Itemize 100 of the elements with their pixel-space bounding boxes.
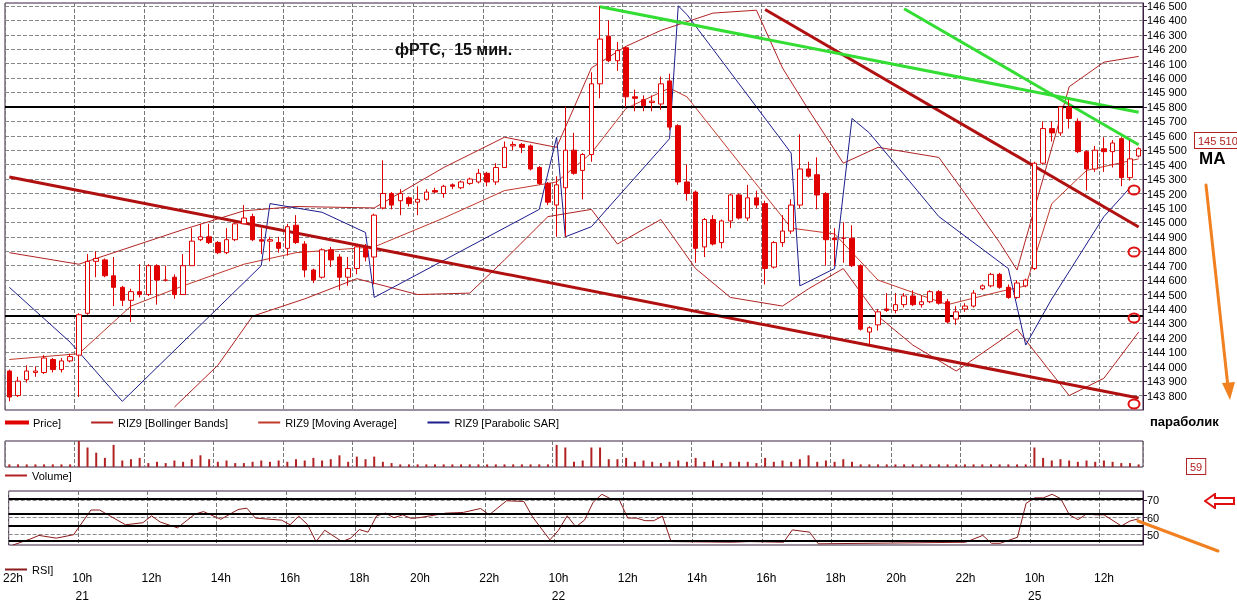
bar — [51, 464, 54, 467]
bar — [981, 464, 984, 467]
candlestick — [667, 73, 672, 131]
bar — [1137, 464, 1140, 467]
bar — [1094, 461, 1097, 467]
candlestick — [484, 171, 490, 187]
bar — [234, 463, 237, 467]
bar — [946, 464, 949, 467]
bar — [373, 456, 376, 467]
bar — [156, 461, 159, 467]
legend-label: RIZ9 [Parabolic SAR] — [454, 416, 560, 429]
y-tick-label: 146 500 — [1147, 0, 1187, 12]
bar — [599, 447, 602, 467]
y-tick-label: 146 000 — [1147, 72, 1187, 85]
x-tick-label: 16h — [756, 571, 777, 585]
text: 59 — [1190, 460, 1203, 473]
bar — [607, 459, 610, 467]
text: 145 510 — [1198, 134, 1237, 147]
bar — [355, 456, 358, 467]
candlestick — [519, 142, 525, 154]
bar — [251, 461, 254, 467]
bar — [685, 461, 688, 467]
bar — [868, 464, 871, 467]
candlestick — [1101, 136, 1107, 173]
y-tick-label: 144 300 — [1147, 317, 1187, 330]
y-tick-label: 143 900 — [1147, 375, 1187, 388]
candlestick — [67, 353, 73, 363]
bar — [755, 463, 758, 467]
bar — [25, 464, 28, 467]
bar — [633, 461, 636, 467]
x-tick-label: 10h 25 — [1024, 571, 1045, 603]
line-series — [8, 9, 1140, 271]
bar — [477, 464, 480, 467]
bar — [199, 455, 202, 467]
y-tick-label: 146 200 — [1147, 43, 1187, 56]
bar — [69, 464, 72, 467]
candlestick — [1023, 278, 1028, 288]
bar — [138, 457, 141, 467]
candlestick — [50, 357, 56, 373]
bar — [642, 460, 645, 467]
candlestick — [146, 263, 151, 297]
bar — [1024, 464, 1027, 467]
y-tick-label: 146 300 — [1147, 28, 1187, 41]
bar — [807, 455, 810, 467]
candlestick — [1040, 120, 1046, 166]
bar — [746, 461, 749, 467]
candlestick — [502, 141, 507, 169]
y-tick-label: 145 800 — [1147, 100, 1187, 113]
candlestick — [875, 308, 881, 332]
bar — [8, 464, 11, 467]
candlestick — [198, 223, 203, 242]
candlestick — [580, 152, 585, 200]
candlestick — [1006, 283, 1011, 300]
bar — [121, 460, 124, 467]
candlestick — [641, 94, 646, 112]
bar — [694, 457, 697, 467]
x-tick-label: 22h — [479, 571, 500, 585]
candlestick — [780, 214, 785, 248]
candlestick — [441, 184, 446, 199]
bar — [216, 461, 219, 467]
bar — [399, 464, 402, 467]
bar — [842, 459, 845, 467]
candlestick — [971, 289, 976, 309]
x-tick-label: 18h — [825, 571, 846, 585]
bar — [225, 460, 228, 467]
candlestick — [7, 369, 12, 402]
candlestick — [849, 224, 855, 268]
bar — [538, 464, 541, 467]
candlestick — [710, 214, 716, 246]
bar — [1076, 461, 1079, 467]
y-tick-label: 143 800 — [1147, 389, 1187, 402]
candlestick — [571, 132, 577, 176]
candlestick — [927, 289, 933, 304]
candlestick — [545, 181, 551, 206]
candlestick — [215, 240, 221, 255]
candlestick — [406, 195, 412, 207]
bar — [1042, 457, 1045, 467]
bar — [277, 460, 280, 467]
bar — [1016, 464, 1019, 467]
candlestick — [684, 164, 690, 202]
bar — [43, 464, 46, 467]
candlestick — [1066, 99, 1072, 130]
candlestick — [363, 243, 368, 262]
candlestick — [919, 295, 924, 309]
bar — [711, 460, 714, 467]
candlestick — [24, 364, 29, 384]
bar — [816, 461, 819, 467]
candlestick — [259, 227, 264, 255]
candlestick — [997, 272, 1002, 290]
line-series — [8, 87, 1140, 360]
candlestick — [632, 89, 638, 112]
bar — [729, 461, 732, 467]
candlestick — [980, 283, 985, 291]
bar — [190, 459, 193, 467]
bar — [407, 464, 410, 467]
x-tick-label: 14h — [210, 571, 231, 585]
candlestick — [806, 161, 811, 179]
bar — [468, 464, 471, 467]
candlestick — [337, 253, 342, 291]
x-tick-label: 20h — [409, 571, 430, 585]
